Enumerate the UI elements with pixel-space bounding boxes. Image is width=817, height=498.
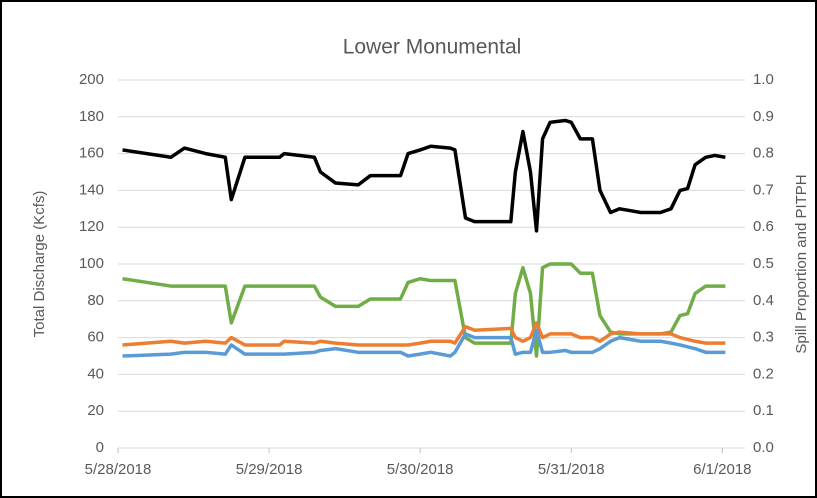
x-tick-label: 5/28/2018 [85, 461, 152, 478]
y-tick-label: 40 [87, 365, 104, 382]
y2-tick-label: 0.4 [753, 292, 774, 309]
x-tick-label: 6/1/2018 [693, 461, 751, 478]
y2-tick-label: 0.8 [753, 145, 774, 162]
y2-tick-label: 0.0 [753, 439, 774, 456]
y-tick-label: 60 [87, 329, 104, 346]
y-tick-label: 100 [79, 255, 104, 272]
y2-tick-label: 0.3 [753, 329, 774, 346]
y-tick-label: 20 [87, 402, 104, 419]
y2-tick-label: 0.6 [753, 218, 774, 235]
y-tick-label: 0 [96, 439, 104, 456]
y2-tick-label: 1.0 [753, 71, 774, 88]
x-tick-label: 5/31/2018 [538, 461, 605, 478]
y2-axis-title: Spill Proportion and PITPH [793, 174, 810, 353]
y2-tick-label: 0.1 [753, 402, 774, 419]
chart-title: Lower Monumental [343, 36, 522, 59]
y-tick-label: 80 [87, 292, 104, 309]
x-tick-label: 5/30/2018 [387, 461, 454, 478]
y-tick-label: 160 [79, 145, 104, 162]
y-tick-label: 200 [79, 71, 104, 88]
y-axis-title: Total Discharge (Kcfs) [31, 191, 48, 338]
x-tick-label: 5/29/2018 [236, 461, 303, 478]
y2-tick-label: 0.2 [753, 365, 774, 382]
y-tick-label: 140 [79, 181, 104, 198]
y2-tick-label: 0.9 [753, 108, 774, 125]
y-tick-label: 180 [79, 108, 104, 125]
series-line [122, 321, 726, 347]
y2-tick-label: 0.7 [753, 181, 774, 198]
y-tick-label: 120 [79, 218, 104, 235]
y2-tick-label: 0.5 [753, 255, 774, 272]
series-line [122, 118, 726, 233]
series-line [122, 328, 726, 358]
